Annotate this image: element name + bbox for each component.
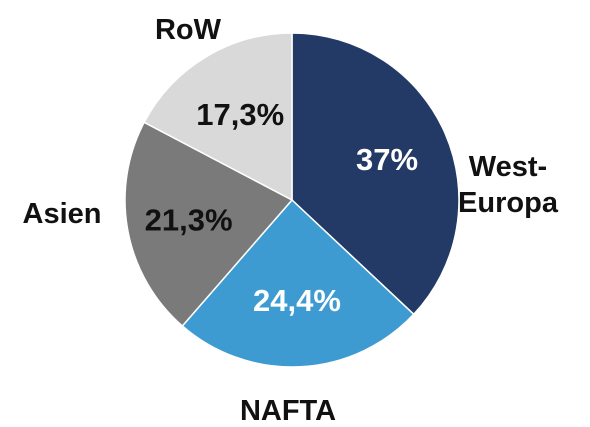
value-label-asien: 21,3% [145, 202, 233, 237]
value-label-nafta: 24,4% [253, 283, 341, 318]
pie-value-labels: 37% 24,4% 21,3% 17,3% [145, 97, 418, 318]
pie-slice-asien [124, 121, 294, 328]
category-label-nafta: NAFTA [240, 395, 336, 427]
category-label-line: West- [469, 151, 547, 183]
category-label-west-europa: West- Europa [458, 151, 559, 219]
pie-slice-row [143, 32, 293, 202]
category-label-row: RoW [155, 14, 222, 46]
category-label-asien: Asien [23, 198, 102, 230]
pie-slice-west-europa [291, 32, 460, 316]
value-label-row: 17,3% [196, 97, 284, 132]
category-label-line: NAFTA [240, 395, 336, 427]
category-label-line: Asien [23, 198, 102, 230]
value-label-west-europa: 37% [356, 142, 418, 177]
category-label-line: Europa [458, 187, 559, 219]
category-label-line: RoW [155, 14, 222, 46]
pie-slices [124, 32, 460, 368]
pie-slice-nafta [181, 198, 415, 368]
pie-category-labels: West- Europa NAFTA Asien RoW [23, 14, 559, 427]
